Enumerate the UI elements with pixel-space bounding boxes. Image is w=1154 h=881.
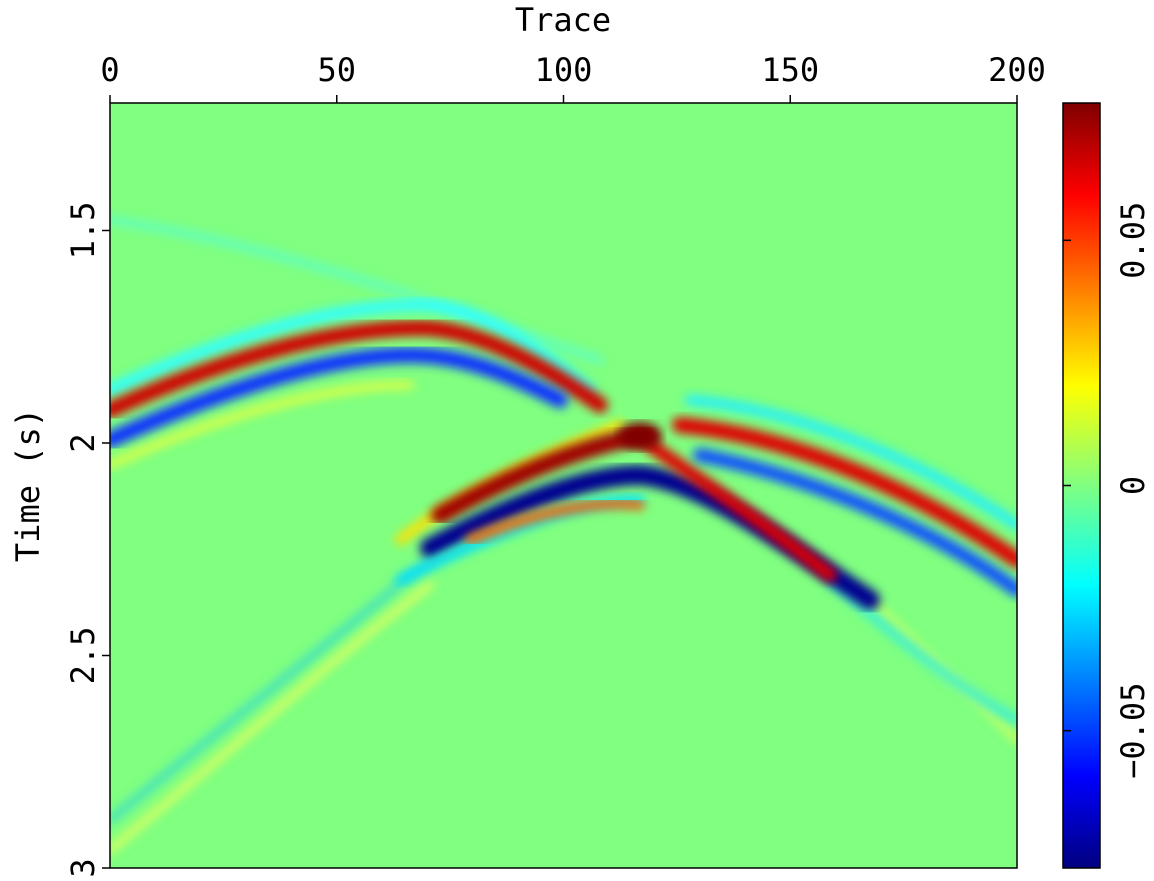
x-tick-label: 0 (100, 51, 119, 89)
x-tick-label: 50 (317, 51, 356, 89)
colorbar-tick-label: 0.05 (1114, 202, 1152, 279)
heatmap-image (110, 103, 1017, 868)
colorbar-tick-label: 0 (1114, 476, 1152, 495)
y-tick-label: 2 (64, 433, 102, 452)
x-axis-label: Trace (515, 1, 611, 39)
y-tick-label: 1.5 (64, 202, 102, 260)
x-tick-label: 200 (988, 51, 1046, 89)
y-tick-label: 3 (64, 858, 102, 877)
y-axis-label: Time (s) (9, 408, 47, 562)
colorbar-tick-label: −0.05 (1114, 683, 1152, 779)
x-tick-label: 150 (761, 51, 819, 89)
y-tick-label: 2.5 (64, 627, 102, 685)
x-tick-label: 100 (535, 51, 593, 89)
